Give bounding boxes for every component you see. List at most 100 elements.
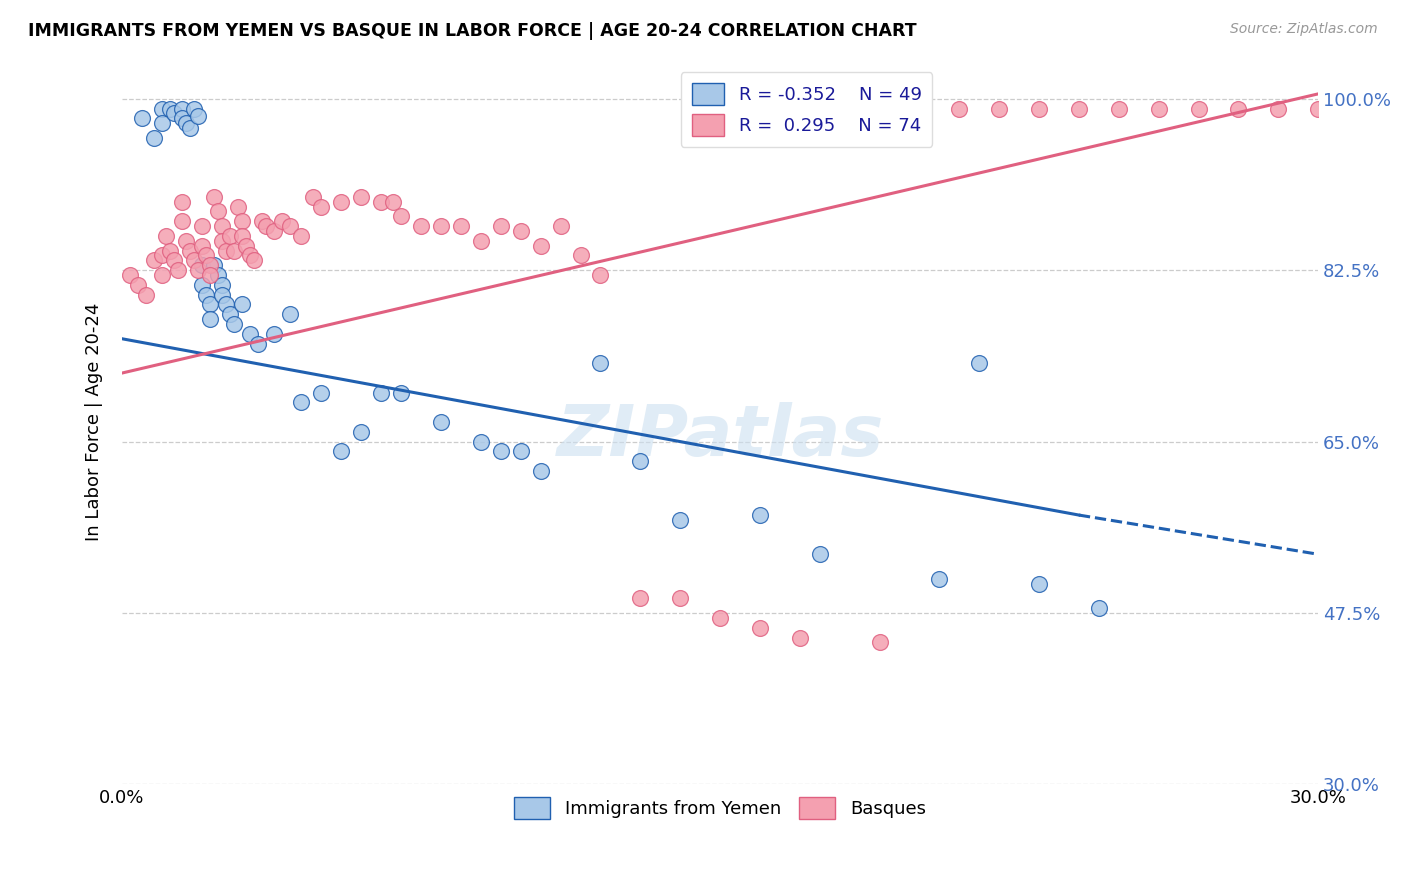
Point	[589, 268, 612, 282]
Point	[311, 385, 333, 400]
Point	[450, 219, 472, 233]
Point	[187, 263, 209, 277]
Point	[489, 444, 512, 458]
Point	[489, 219, 512, 233]
Point	[183, 253, 205, 268]
Point	[389, 385, 412, 400]
Point	[231, 214, 253, 228]
Text: ZIPatlas: ZIPatlas	[557, 402, 884, 471]
Point	[409, 219, 432, 233]
Point	[194, 248, 217, 262]
Point	[218, 228, 240, 243]
Point	[191, 277, 214, 292]
Point	[967, 356, 990, 370]
Point	[669, 513, 692, 527]
Point	[370, 194, 392, 209]
Y-axis label: In Labor Force | Age 20-24: In Labor Force | Age 20-24	[86, 302, 103, 541]
Point	[1028, 576, 1050, 591]
Point	[988, 102, 1011, 116]
Point	[1028, 102, 1050, 116]
Point	[749, 508, 772, 522]
Point	[278, 219, 301, 233]
Point	[948, 102, 970, 116]
Point	[242, 253, 264, 268]
Point	[207, 204, 229, 219]
Point	[789, 631, 811, 645]
Point	[191, 238, 214, 252]
Point	[127, 277, 149, 292]
Point	[550, 219, 572, 233]
Point	[179, 244, 201, 258]
Point	[211, 277, 233, 292]
Point	[669, 591, 692, 606]
Point	[131, 112, 153, 126]
Point	[170, 194, 193, 209]
Point	[1308, 102, 1330, 116]
Point	[198, 312, 221, 326]
Point	[191, 219, 214, 233]
Point	[1147, 102, 1170, 116]
Point	[254, 219, 277, 233]
Point	[250, 214, 273, 228]
Point	[150, 268, 173, 282]
Point	[222, 244, 245, 258]
Point	[174, 234, 197, 248]
Point	[218, 307, 240, 321]
Point	[1067, 102, 1090, 116]
Point	[150, 248, 173, 262]
Point	[150, 102, 173, 116]
Point	[202, 258, 225, 272]
Point	[191, 258, 214, 272]
Point	[278, 307, 301, 321]
Point	[1108, 102, 1130, 116]
Point	[135, 287, 157, 301]
Point	[211, 234, 233, 248]
Point	[174, 116, 197, 130]
Point	[231, 228, 253, 243]
Point	[928, 572, 950, 586]
Point	[246, 336, 269, 351]
Point	[869, 635, 891, 649]
Point	[290, 228, 312, 243]
Point	[350, 425, 373, 439]
Point	[908, 102, 931, 116]
Point	[311, 200, 333, 214]
Point	[749, 621, 772, 635]
Point	[709, 611, 731, 625]
Point	[198, 268, 221, 282]
Point	[470, 234, 492, 248]
Point	[222, 317, 245, 331]
Legend: Immigrants from Yemen, Basques: Immigrants from Yemen, Basques	[508, 789, 934, 826]
Point	[628, 454, 651, 468]
Point	[430, 219, 453, 233]
Point	[202, 190, 225, 204]
Point	[211, 219, 233, 233]
Point	[155, 228, 177, 243]
Point	[389, 210, 412, 224]
Point	[350, 190, 373, 204]
Point	[235, 238, 257, 252]
Point	[530, 238, 553, 252]
Point	[231, 297, 253, 311]
Point	[198, 297, 221, 311]
Point	[159, 102, 181, 116]
Point	[1227, 102, 1250, 116]
Point	[163, 253, 186, 268]
Point	[239, 248, 262, 262]
Point	[170, 214, 193, 228]
Point	[118, 268, 141, 282]
Point	[1187, 102, 1209, 116]
Point	[382, 194, 405, 209]
Point	[142, 253, 165, 268]
Point	[509, 444, 531, 458]
Point	[163, 106, 186, 120]
Point	[330, 444, 353, 458]
Point	[509, 224, 531, 238]
Point	[207, 268, 229, 282]
Point	[263, 224, 285, 238]
Point	[194, 287, 217, 301]
Point	[569, 248, 592, 262]
Point	[470, 434, 492, 449]
Point	[170, 102, 193, 116]
Point	[330, 194, 353, 209]
